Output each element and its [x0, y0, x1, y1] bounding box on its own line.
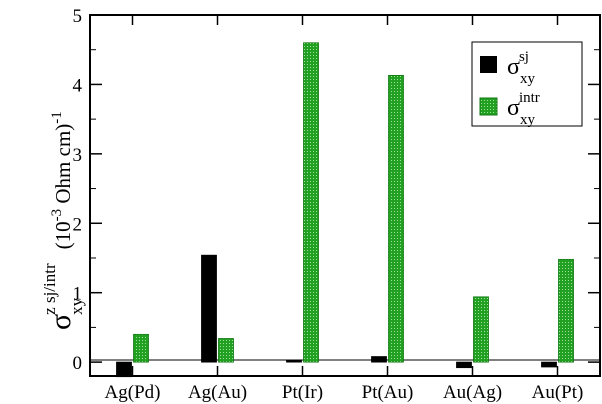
ylabel-symbol: σ: [44, 314, 77, 330]
y-tick-label: 4: [73, 75, 83, 96]
bar-sj: [116, 361, 132, 378]
bar-intr: [303, 42, 319, 363]
svg-text:σxyz sj/intr(10-3 Ohm cm)-1: σxy z sj/intr (10-3 Ohm cm)-1: [40, 111, 86, 330]
legend-label-sj: σxysj: [507, 49, 535, 87]
bars: [116, 42, 574, 378]
plot-frame: [89, 14, 601, 377]
ylabel-unit: (10: [51, 221, 75, 249]
x-tick-label: Pt(Au): [362, 382, 414, 403]
legend-swatch-intr: [479, 97, 498, 116]
y-tick-label: 0: [73, 353, 83, 374]
bar-sj: [286, 360, 302, 363]
ylabel-superscript: z sj/intr: [40, 263, 59, 315]
bar-sj: [541, 361, 557, 368]
x-tick-label: Pt(Ir): [282, 382, 323, 403]
y-tick-label: 2: [73, 214, 83, 235]
ylabel-unit-exponent: -3: [49, 209, 65, 222]
x-tick-label: Au(Pt): [532, 382, 584, 403]
x-tick-label: Au(Ag): [443, 382, 502, 403]
ylabel-subscript: xy: [67, 297, 86, 315]
x-axis: Ag(Pd) Ag(Au) Pt(Ir) Pt(Au) Au(Ag) Au(Pt): [105, 15, 584, 403]
bar-intr: [558, 258, 574, 363]
x-tick-label: Ag(Pd): [105, 382, 161, 403]
bar-intr: [218, 338, 234, 363]
ylabel-unit-rest: Ohm cm): [51, 124, 75, 209]
ylabel-unit-power: -1: [49, 111, 65, 124]
bar-sj: [201, 254, 217, 363]
bar-intr: [133, 333, 149, 363]
legend-swatch-sj: [480, 56, 497, 73]
y-axis-label: σxy z sj/intr (10-3 Ohm cm)-1: [40, 111, 86, 330]
bar-sj: [371, 356, 387, 363]
legend: σxysj σxyintr: [471, 41, 583, 128]
legend-label-intr: σxyintr: [507, 90, 540, 128]
y-tick-label: 3: [73, 145, 83, 166]
bar-sj: [456, 361, 472, 369]
y-tick-label: 1: [73, 284, 83, 305]
x-tick-label: Ag(Au): [188, 382, 247, 403]
y-axis: 0 1 2 3 4 5: [73, 6, 600, 374]
bar-intr: [388, 74, 404, 363]
bar-intr: [473, 296, 489, 363]
y-tick-label: 5: [73, 6, 83, 27]
